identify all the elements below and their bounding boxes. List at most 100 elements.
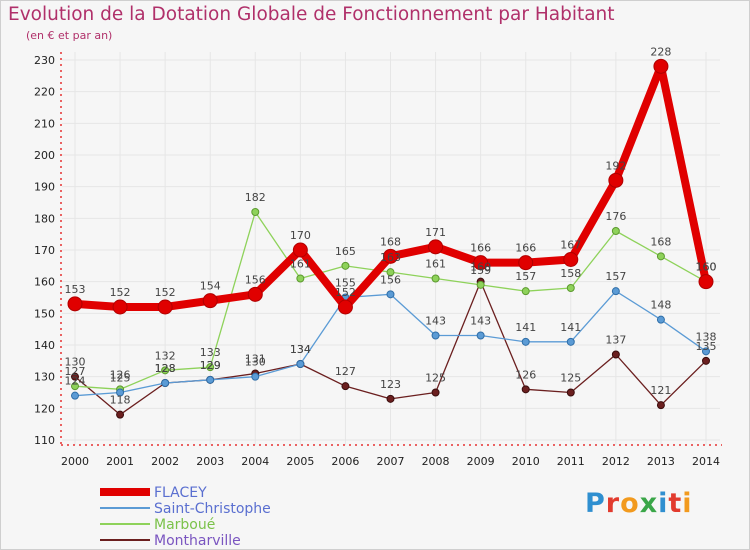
data-label: 133 bbox=[200, 346, 221, 359]
x-tick-label: 2003 bbox=[196, 455, 224, 468]
data-label: 161 bbox=[425, 258, 446, 271]
data-point bbox=[71, 372, 79, 381]
data-label: 168 bbox=[650, 235, 671, 248]
data-label: 132 bbox=[155, 349, 176, 362]
data-point bbox=[518, 255, 534, 271]
data-point bbox=[383, 248, 398, 264]
data-point bbox=[521, 337, 530, 346]
data-label: 159 bbox=[470, 264, 491, 277]
data-point bbox=[611, 287, 620, 296]
data-point bbox=[341, 382, 350, 391]
data-point bbox=[116, 388, 125, 397]
data-label: 138 bbox=[696, 330, 717, 343]
data-label: 158 bbox=[560, 267, 581, 280]
logo-letter: r bbox=[605, 488, 621, 519]
data-label: 131 bbox=[245, 353, 266, 366]
data-point bbox=[653, 58, 669, 74]
data-point bbox=[566, 388, 575, 397]
x-tick-label: 2006 bbox=[331, 455, 359, 468]
x-tick-label: 2008 bbox=[422, 455, 450, 468]
data-label: 157 bbox=[515, 270, 536, 283]
data-label: 156 bbox=[245, 273, 266, 286]
data-point bbox=[112, 299, 128, 315]
data-point bbox=[251, 372, 260, 381]
y-tick-label: 180 bbox=[34, 212, 55, 225]
data-point bbox=[386, 268, 395, 277]
data-point bbox=[656, 315, 665, 324]
x-tick-label: 2013 bbox=[647, 455, 675, 468]
data-label: 125 bbox=[110, 372, 131, 385]
data-point bbox=[296, 274, 305, 283]
data-point bbox=[206, 363, 215, 372]
logo-letter: i bbox=[682, 488, 693, 519]
x-tick-label: 2014 bbox=[692, 455, 720, 468]
legend-label: Marboué bbox=[154, 517, 215, 533]
data-label: 141 bbox=[515, 321, 536, 334]
data-point bbox=[521, 385, 530, 394]
data-label: 156 bbox=[380, 273, 401, 286]
y-tick-label: 160 bbox=[34, 276, 55, 289]
data-label: 160 bbox=[696, 261, 717, 274]
data-label: 148 bbox=[650, 299, 671, 312]
data-point bbox=[566, 284, 575, 292]
data-label: 129 bbox=[200, 359, 221, 372]
data-label: 121 bbox=[650, 384, 671, 397]
legend-label: FLACEY bbox=[154, 485, 207, 501]
data-point bbox=[656, 401, 665, 410]
data-point bbox=[67, 296, 83, 312]
data-label: 135 bbox=[696, 340, 717, 353]
data-label: 126 bbox=[110, 368, 131, 381]
logo-letter: i bbox=[658, 488, 669, 519]
data-label: 118 bbox=[110, 394, 131, 407]
data-point bbox=[71, 382, 79, 391]
y-tick-label: 210 bbox=[34, 117, 55, 130]
x-tick-label: 2009 bbox=[467, 455, 495, 468]
x-tick-label: 2012 bbox=[602, 455, 630, 468]
x-tick-label: 2004 bbox=[241, 455, 269, 468]
data-label: 152 bbox=[155, 286, 176, 299]
chart-title: Evolution de la Dotation Globale de Fonc… bbox=[8, 4, 615, 25]
y-tick-label: 150 bbox=[34, 307, 55, 320]
data-label: 123 bbox=[380, 378, 401, 391]
data-point bbox=[476, 280, 485, 289]
data-point bbox=[608, 172, 624, 188]
data-point bbox=[251, 208, 260, 216]
data-point bbox=[611, 227, 620, 235]
data-point bbox=[202, 293, 218, 309]
legend-label: Montharville bbox=[154, 533, 241, 549]
data-point bbox=[386, 394, 395, 403]
data-label: 228 bbox=[650, 45, 671, 58]
data-point bbox=[157, 299, 173, 315]
data-label: 129 bbox=[200, 359, 221, 372]
x-tick-label: 2005 bbox=[286, 455, 314, 468]
data-point bbox=[247, 286, 263, 302]
chart-subtitle: (en € et par an) bbox=[26, 29, 113, 42]
data-label: 152 bbox=[335, 286, 356, 299]
data-label: 166 bbox=[470, 242, 491, 255]
data-label: 128 bbox=[155, 362, 176, 375]
y-tick-label: 140 bbox=[34, 339, 55, 352]
data-point bbox=[473, 255, 489, 271]
data-label: 127 bbox=[335, 365, 356, 378]
y-tick-label: 110 bbox=[34, 434, 55, 447]
data-point bbox=[296, 360, 305, 368]
data-point bbox=[116, 410, 125, 419]
data-label: 153 bbox=[65, 283, 86, 296]
data-label: 137 bbox=[605, 334, 626, 347]
y-tick-label: 190 bbox=[34, 181, 55, 194]
data-point bbox=[521, 287, 530, 296]
logo-letter: o bbox=[620, 488, 640, 519]
legend-label: Saint-Christophe bbox=[154, 501, 271, 517]
data-label: 165 bbox=[335, 245, 356, 258]
proxiti-logo: Proxiti bbox=[585, 488, 693, 519]
data-label: 134 bbox=[290, 343, 311, 356]
data-point bbox=[428, 239, 444, 255]
data-point bbox=[161, 366, 170, 375]
data-label: 127 bbox=[65, 365, 86, 378]
data-label: 130 bbox=[245, 356, 266, 369]
data-point bbox=[431, 388, 440, 397]
data-label: 157 bbox=[605, 270, 626, 283]
data-label: 161 bbox=[290, 258, 311, 271]
data-label: 160 bbox=[696, 261, 717, 274]
